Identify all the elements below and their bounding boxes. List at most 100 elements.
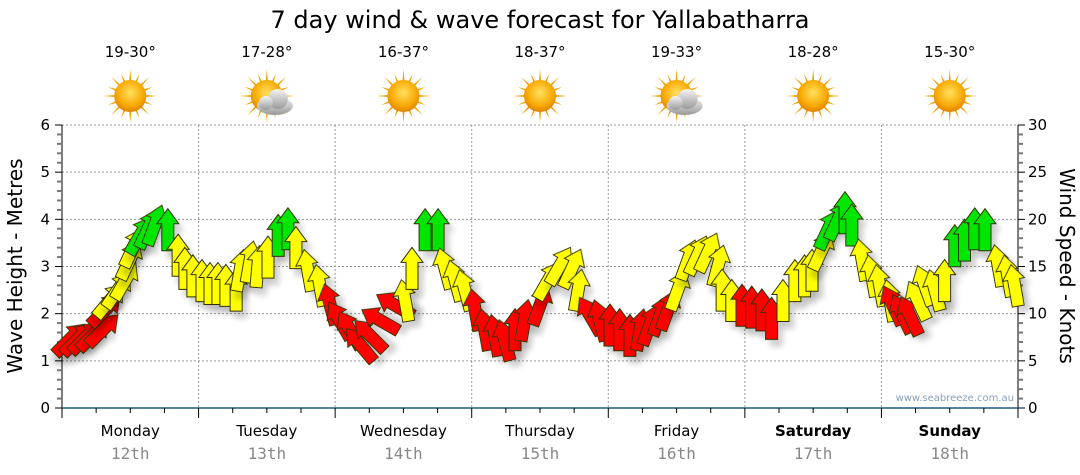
cloud-part — [677, 89, 698, 109]
sun-disc — [524, 80, 556, 112]
sun-ray — [685, 76, 696, 87]
y2-tick-label: 5 — [1028, 352, 1038, 370]
sun-ray — [417, 94, 431, 98]
y2-tick-label: 30 — [1028, 116, 1047, 134]
y2-tick-label: 25 — [1028, 163, 1047, 181]
wind-arrow — [392, 278, 416, 323]
date-label: 12th — [111, 444, 150, 463]
sun-ray — [553, 94, 567, 98]
wind-arrow — [361, 307, 402, 337]
y-tick-label: 0 — [40, 399, 50, 417]
day-label: Tuesday — [235, 422, 297, 440]
sun-ray — [144, 94, 158, 98]
sun-ray — [812, 109, 815, 123]
sun-ray — [139, 76, 150, 87]
cloud-part — [668, 96, 683, 110]
cloud-icon — [666, 89, 703, 115]
sun-ray — [930, 76, 941, 87]
sun-icon — [786, 69, 841, 123]
y-axis-label: Wave Height - Metres — [3, 158, 27, 373]
y-tick-label: 5 — [40, 163, 50, 181]
y-tick-label: 4 — [40, 210, 50, 228]
y-tick-label: 6 — [40, 116, 50, 134]
sun-ray — [402, 109, 405, 123]
y2-tick-label: 15 — [1028, 258, 1047, 276]
wind-arrow — [567, 268, 591, 313]
y2-tick-label: 20 — [1028, 210, 1047, 228]
sun-ray — [657, 76, 668, 87]
sun-disc — [114, 80, 147, 112]
sun-ray — [958, 76, 969, 87]
y2-tick-label: 10 — [1028, 305, 1047, 323]
temperature-label: 19-30° — [105, 43, 156, 61]
sun-ray — [129, 69, 132, 83]
temperature-label: 19-33° — [651, 43, 702, 61]
sun-ray — [794, 105, 805, 116]
y2-tick-label: 0 — [1028, 399, 1038, 417]
date-label: 18th — [930, 444, 969, 463]
sun-ray — [247, 76, 258, 87]
date-label: 16th — [657, 444, 696, 463]
wind-arrow — [706, 244, 732, 289]
watermark[interactable]: www.seabreeze.com.au — [896, 393, 1014, 404]
sun-ray — [384, 76, 395, 87]
y-tick-label: 1 — [40, 352, 50, 370]
sun-icon — [103, 69, 158, 123]
y-tick-label: 2 — [40, 305, 50, 323]
sun-ray — [265, 69, 268, 83]
sun-ray — [520, 105, 531, 116]
sun-ray — [948, 109, 951, 123]
sun-ray — [384, 105, 395, 116]
day-label: Saturday — [775, 422, 852, 440]
date-label: 17th — [794, 444, 833, 463]
sun-disc — [387, 80, 420, 112]
sun-ray — [794, 76, 805, 87]
day-label: Monday — [101, 422, 160, 440]
temperature-label: 17-28° — [241, 43, 292, 61]
wind-arrow — [295, 248, 319, 293]
sun-ray — [247, 105, 258, 116]
sun-ray — [538, 69, 542, 83]
sun-icon — [922, 69, 977, 123]
sun-ray — [930, 105, 941, 116]
cloud-part — [258, 96, 273, 110]
wind-arrow — [839, 203, 864, 247]
sun-ray — [402, 69, 405, 83]
sun-ray — [922, 94, 936, 98]
sun-icon — [513, 69, 567, 123]
chart-title: 7 day wind & wave forecast for Yallabath… — [270, 6, 809, 34]
temperature-label: 15-30° — [924, 43, 975, 61]
sun-disc — [797, 80, 830, 112]
cloud-icon — [256, 89, 293, 115]
sun-ray — [958, 105, 969, 116]
day-label: Friday — [654, 422, 700, 440]
sun-ray — [129, 109, 132, 123]
wind-arrow — [556, 248, 586, 291]
sun-ray — [111, 105, 122, 116]
wind-arrow — [354, 319, 390, 356]
wind-arrow — [973, 207, 997, 252]
wind-arrow — [1001, 263, 1026, 308]
sun-ray — [649, 94, 663, 98]
sun-ray — [139, 105, 150, 116]
temperature-label: 18-37° — [514, 43, 565, 61]
cloud-part — [267, 89, 288, 109]
temperature-label: 18-28° — [788, 43, 839, 61]
day-label: Sunday — [919, 422, 982, 440]
y2-axis-label: Wind Speed - Knots — [1055, 168, 1079, 364]
sun-ray — [111, 76, 122, 87]
sun-ray — [822, 105, 833, 116]
sun-ray — [538, 109, 542, 123]
wind-arrow — [400, 246, 424, 290]
sun-ray — [948, 69, 951, 83]
sun-ray — [786, 94, 800, 98]
sun-ray — [376, 94, 390, 98]
sun-ray — [549, 105, 560, 116]
partly-cloudy-icon — [649, 69, 704, 123]
y-tick-label: 3 — [40, 258, 50, 276]
day-label: Thursday — [504, 422, 575, 440]
sun-ray — [549, 76, 560, 87]
sun-ray — [103, 94, 117, 98]
